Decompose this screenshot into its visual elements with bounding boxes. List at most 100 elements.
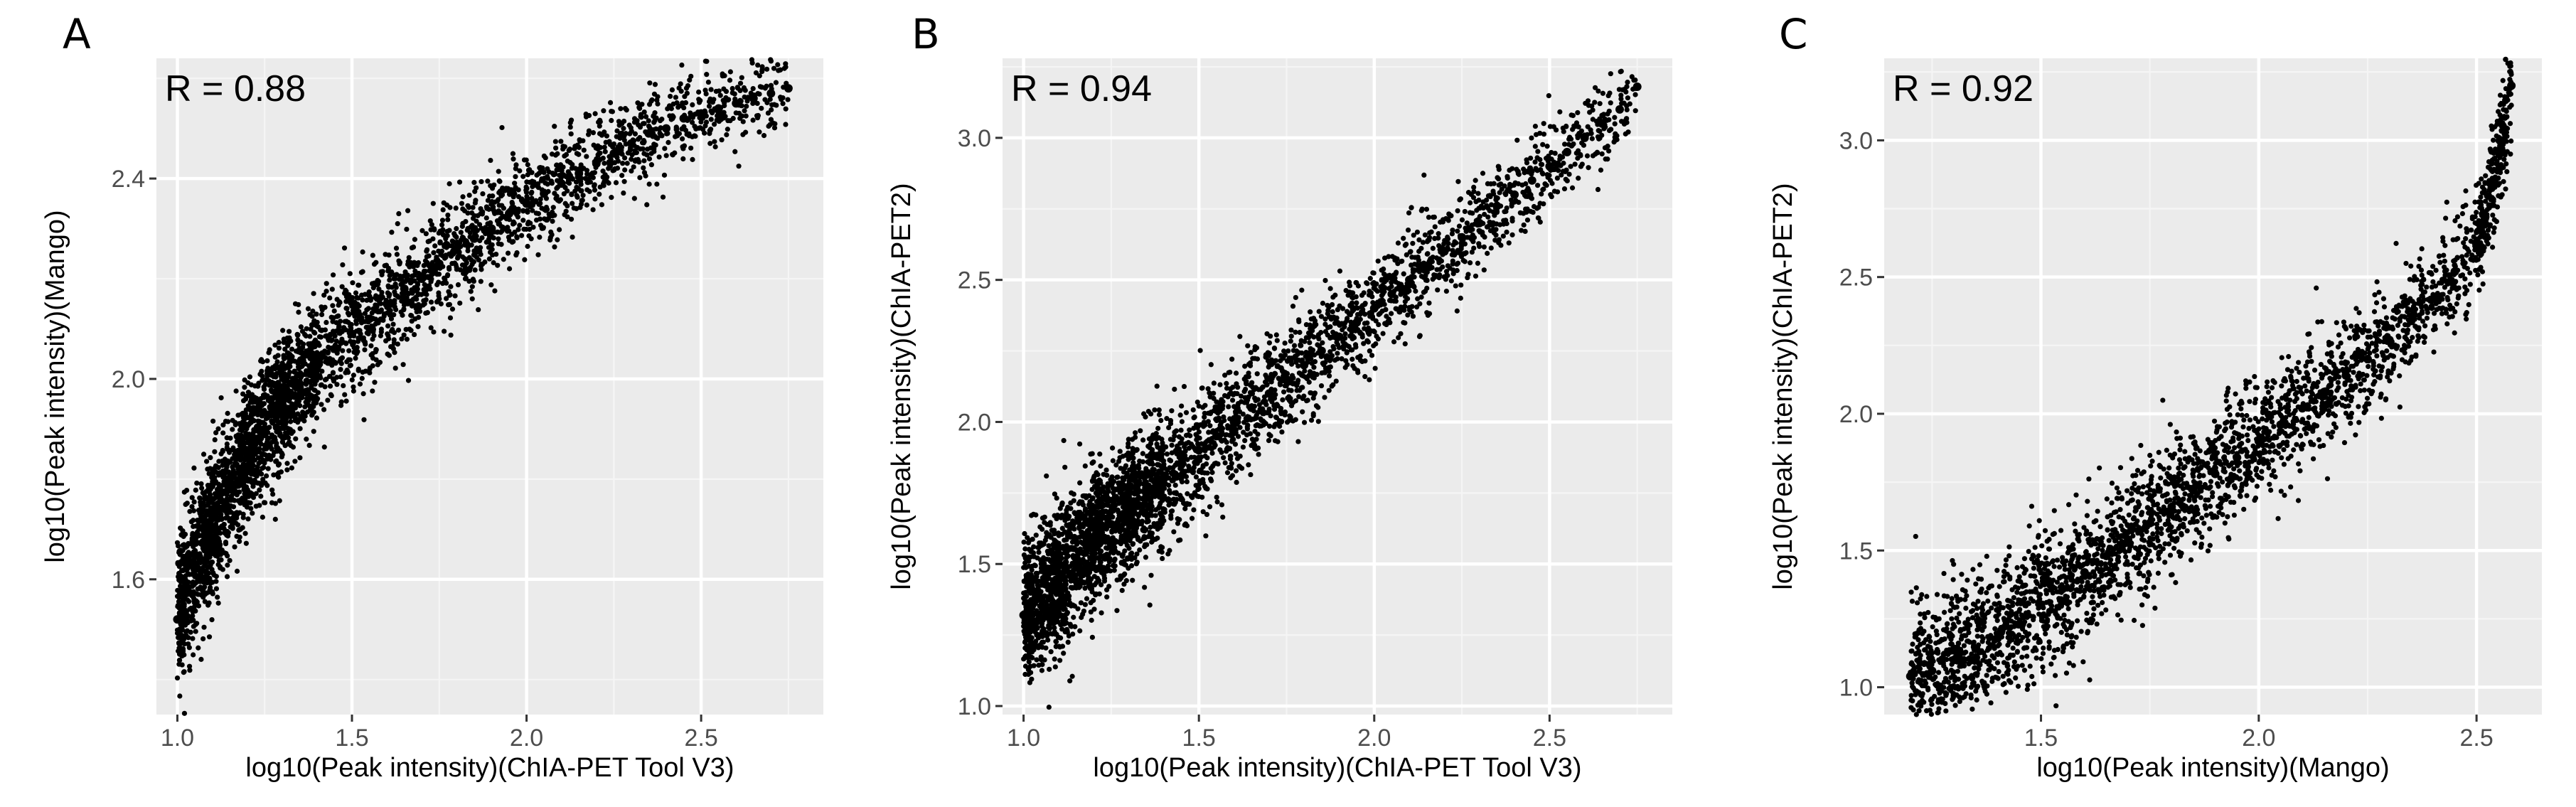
scatter-point [260,424,269,434]
scatter-point [2507,81,2516,90]
y-tick-label-1-5: 1.5 [958,551,991,578]
scatter-point [180,584,189,594]
scatter-point [242,449,252,459]
scatter-point [1580,133,1589,142]
scatter-point [1019,611,1028,620]
scatter-point [2481,213,2490,222]
scatter-plot-b: 1.0 1.5 2.0 2.5 1.0 1.5 2.0 2.5 3.0 log10(Peak in… [887,10,1672,783]
scatter-point [348,329,357,338]
scatter-point [1906,672,1915,681]
scatter-point [2145,518,2154,528]
y-tick-label-1-5: 1.5 [1839,538,1873,565]
scatter-point [2489,177,2498,186]
scatter-point [270,410,279,419]
scatter-point [749,94,758,103]
scatter-point [1545,161,1554,171]
scatter-point [2341,371,2351,380]
scatter-point [1440,247,1449,256]
scatter-point [191,565,200,574]
scatter-point [2428,294,2437,304]
scatter-point [2211,469,2220,479]
scatter-point [1598,119,1607,128]
scatter-plot-a: 1.0 1.5 2.0 2.5 1.6 2.0 2.4 log10(Peak intensit… [41,10,823,783]
scatter-point [1317,346,1326,356]
scatter-point [2385,336,2394,345]
x-tick-label-1-0: 1.0 [1007,725,1040,752]
scatter-point [2407,316,2416,326]
x-tick-label-2-5: 2.5 [2459,725,2493,752]
scatter-point [1352,318,1362,327]
scatter-panel-b: 1.0 1.5 2.0 2.5 1.0 1.5 2.0 2.5 3.0 log10(Peak in… [853,0,1721,807]
scatter-point [2276,420,2285,429]
x-tick-label-1-5: 1.5 [335,725,368,752]
scatter-point [2233,453,2242,462]
scatter-point [487,224,496,233]
scatter-point [330,344,339,353]
scatter-point [522,199,531,208]
scatter-panel-a: 1.0 1.5 2.0 2.5 1.6 2.0 2.4 log10(Peak intensit… [0,0,853,807]
scatter-point [1422,261,1431,270]
scatter-point-cloud [174,57,791,716]
scatter-point [1369,304,1379,313]
scatter-point [1971,644,1980,653]
x-axis-title: log10(Peak intensity)(ChIA-PET Tool V3) [1093,753,1581,783]
y-tick-label-3-0: 3.0 [958,125,991,152]
y-tick-label-2-5: 2.5 [958,267,991,294]
scatter-point [626,139,636,148]
scatter-point [235,464,245,474]
scatter-panel-c: 1.5 2.0 2.5 1.0 1.5 2.0 2.5 3.0 log10(Peak inten… [1721,0,2576,807]
scatter-point [2319,388,2329,397]
y-axis-title: log10(Peak intensity)(ChIA-PET2) [887,183,916,589]
scatter-point [2188,486,2198,495]
scatter-point [1387,289,1396,299]
y-tick-label-1-0: 1.0 [958,693,991,720]
scatter-point [1475,218,1484,228]
scatter-point [1054,574,1063,583]
scatter-point [1159,474,1168,483]
scatter-point [1335,332,1344,341]
scatter-point [1212,432,1221,441]
scatter-point [295,379,304,388]
scatter-point [1300,360,1309,370]
scatter-point [609,149,619,158]
x-tick-label-2-0: 2.0 [1357,725,1391,752]
scatter-point [1527,176,1536,185]
scatter-point [1264,389,1273,398]
scatter-point [1106,520,1116,529]
scatter-point [1229,417,1239,427]
scatter-point [1615,105,1625,114]
scatter-point [1405,275,1414,284]
scatter-point [306,369,315,378]
scatter-point [1082,543,1091,552]
scatter-point [1047,582,1057,592]
x-axis-title: log10(Peak intensity)(ChIA-PET Tool V3) [245,753,734,783]
scatter-point [592,159,601,168]
scatter-point [1993,634,2002,643]
scatter-point [1177,460,1186,469]
panel-letter: A [63,10,91,58]
scatter-point [784,84,793,93]
scatter-point [1950,656,1959,665]
scatter-point [434,259,444,268]
y-tick-label-2-4: 2.4 [112,166,145,193]
scatter-point [1928,666,1937,675]
scatter-point [2036,601,2046,610]
scatter-point [452,244,461,253]
x-tick-label-1-0: 1.0 [161,725,194,752]
y-tick-label-1-6: 1.6 [112,567,145,594]
scatter-point [2298,404,2307,413]
scatter-point [1089,537,1099,546]
y-axis-title: log10(Peak intensity)(Mango) [41,210,70,562]
scatter-point [2080,568,2089,577]
scatter-point [1247,403,1256,412]
scatter-point [2450,267,2459,276]
scatter-point [766,89,776,98]
scatter-point [2498,136,2507,145]
scatter-point [1026,602,1035,611]
scatter-point [1282,375,1291,384]
y-axis-title: log10(Peak intensity)(ChIA-PET2) [1768,183,1798,589]
scatter-point [215,505,224,514]
y-tick-label-2-5: 2.5 [1839,264,1873,292]
scatter-point [574,169,584,178]
scatter-point [312,359,321,368]
